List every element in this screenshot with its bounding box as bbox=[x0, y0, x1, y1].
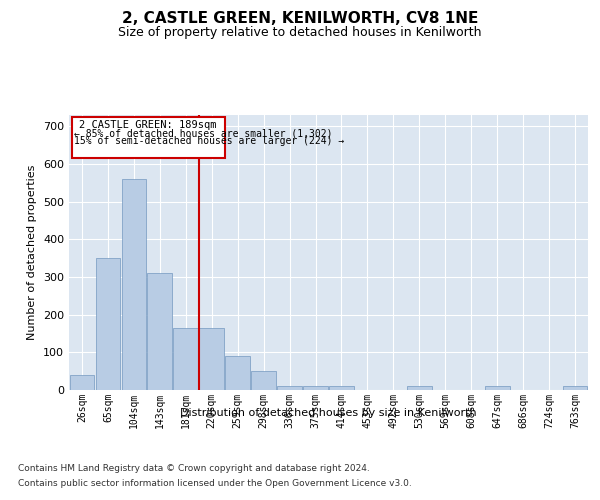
Text: 15% of semi-detached houses are larger (224) →: 15% of semi-detached houses are larger (… bbox=[74, 136, 344, 146]
Bar bbox=[277, 386, 302, 390]
FancyBboxPatch shape bbox=[71, 117, 225, 158]
Bar bbox=[226, 356, 250, 390]
Bar bbox=[563, 386, 587, 390]
Text: Contains public sector information licensed under the Open Government Licence v3: Contains public sector information licen… bbox=[18, 479, 412, 488]
Y-axis label: Number of detached properties: Number of detached properties bbox=[28, 165, 37, 340]
Text: 2, CASTLE GREEN, KENILWORTH, CV8 1NE: 2, CASTLE GREEN, KENILWORTH, CV8 1NE bbox=[122, 11, 478, 26]
Bar bbox=[95, 258, 120, 390]
Bar bbox=[485, 386, 509, 390]
Bar bbox=[303, 386, 328, 390]
Bar bbox=[329, 386, 354, 390]
Bar bbox=[173, 328, 198, 390]
Bar bbox=[251, 371, 276, 390]
Bar bbox=[70, 375, 94, 390]
Text: ← 85% of detached houses are smaller (1,302): ← 85% of detached houses are smaller (1,… bbox=[74, 128, 332, 138]
Bar bbox=[199, 328, 224, 390]
Bar bbox=[148, 273, 172, 390]
Bar bbox=[407, 386, 431, 390]
Text: Distribution of detached houses by size in Kenilworth: Distribution of detached houses by size … bbox=[181, 408, 477, 418]
Bar bbox=[122, 179, 146, 390]
Text: Contains HM Land Registry data © Crown copyright and database right 2024.: Contains HM Land Registry data © Crown c… bbox=[18, 464, 370, 473]
Text: 2 CASTLE GREEN: 189sqm: 2 CASTLE GREEN: 189sqm bbox=[79, 120, 217, 130]
Text: Size of property relative to detached houses in Kenilworth: Size of property relative to detached ho… bbox=[118, 26, 482, 39]
